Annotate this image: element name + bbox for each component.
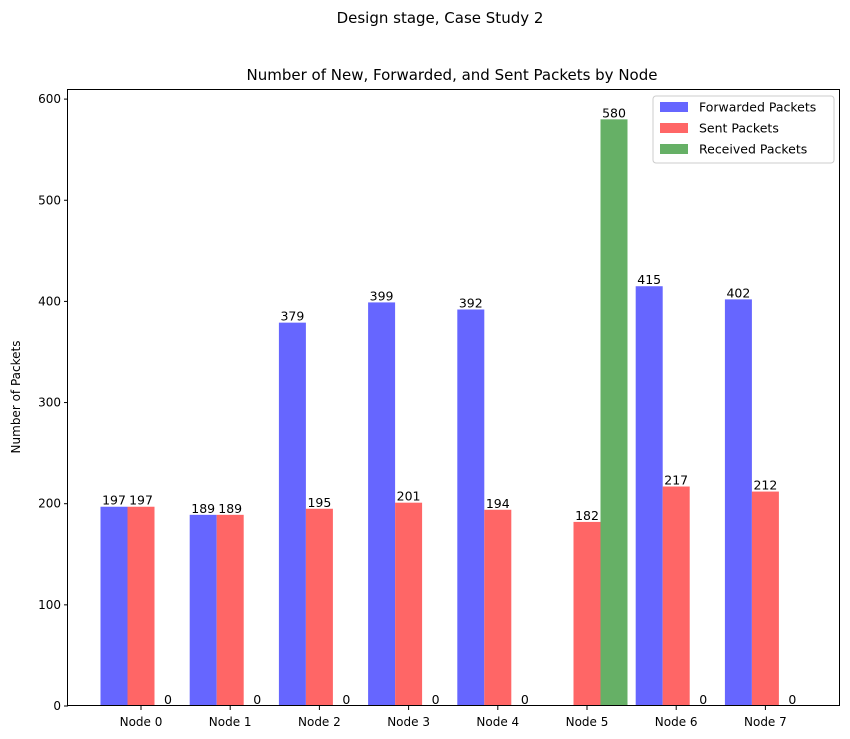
bar-forwarded-packets-node-7 [724, 299, 752, 706]
bar-forwarded-packets-node-4 [457, 309, 485, 706]
bar-value-label: 201 [397, 489, 421, 504]
x-tick-label: Node 0 [120, 715, 163, 729]
bar-value-label: 0 [432, 692, 440, 707]
bar-value-label: 415 [637, 272, 661, 287]
bar-forwarded-packets-node-3 [368, 302, 396, 706]
legend-swatch [660, 123, 688, 133]
bar-value-label: 212 [753, 478, 777, 493]
legend: Forwarded Packets Sent Packets Received Pa… [652, 95, 835, 164]
y-tick-label: 300 [38, 396, 61, 410]
legend-swatch [660, 144, 688, 154]
legend-label: Sent Packets [699, 121, 779, 136]
x-axis: Node 0 Node 1 Node 2 Node 3 Node 4 Node 5 Node… [120, 706, 787, 729]
bar-value-label: 399 [370, 288, 394, 303]
y-tick-label: 100 [38, 598, 61, 612]
y-tick-label: 200 [38, 497, 61, 511]
bar-received-packets-node-5 [600, 119, 628, 707]
bar-sent-packets-node-5 [573, 521, 601, 706]
x-tick-label: Node 6 [655, 715, 698, 729]
bar-sent-packets-node-0 [127, 506, 155, 706]
y-tick-label: 600 [38, 92, 61, 106]
bar-sent-packets-node-1 [216, 514, 244, 706]
bars-group [100, 119, 779, 707]
bar-value-label: 189 [218, 501, 242, 516]
bar-value-label: 182 [575, 508, 599, 523]
bar-labels-group: 197 197 0 189 189 0 379 195 0 399 201 0 392 194 0 182 58… [102, 105, 796, 707]
x-tick-label: Node 3 [387, 715, 430, 729]
bar-value-label: 0 [164, 692, 172, 707]
bar-forwarded-packets-node-0 [100, 506, 128, 706]
chart-title: Number of New, Forwarded, and Sent Packe… [247, 66, 658, 84]
y-tick-label: 0 [53, 699, 61, 713]
bar-value-label: 379 [280, 309, 304, 324]
y-tick-label: 500 [38, 193, 61, 207]
bar-value-label: 189 [191, 501, 215, 516]
bar-forwarded-packets-node-6 [635, 286, 663, 706]
bar-sent-packets-node-6 [662, 486, 690, 706]
bar-value-label: 194 [486, 496, 510, 511]
y-axis: 0 100 200 300 400 500 600 [38, 92, 68, 713]
bar-value-label: 0 [788, 692, 796, 707]
legend-label: Received Packets [699, 142, 807, 157]
bar-value-label: 0 [342, 692, 350, 707]
bar-value-label: 402 [726, 285, 750, 300]
bar-value-label: 195 [307, 495, 331, 510]
legend-swatch [660, 102, 688, 112]
bar-value-label: 392 [459, 295, 483, 310]
bar-value-label: 0 [253, 692, 261, 707]
chart-suptitle: Design stage, Case Study 2 [337, 9, 544, 27]
x-tick-label: Node 4 [476, 715, 519, 729]
bar-value-label: 197 [129, 493, 153, 508]
legend-label: Forwarded Packets [699, 100, 816, 115]
x-tick-label: Node 1 [209, 715, 252, 729]
bar-value-label: 0 [699, 692, 707, 707]
x-tick-label: Node 5 [566, 715, 609, 729]
y-axis-label: Number of Packets [9, 341, 23, 454]
bar-sent-packets-node-2 [305, 508, 333, 706]
bar-forwarded-packets-node-1 [189, 514, 217, 706]
bar-sent-packets-node-3 [395, 502, 423, 706]
bar-sent-packets-node-4 [484, 509, 512, 706]
bar-sent-packets-node-7 [751, 491, 779, 706]
legend-box [652, 95, 835, 164]
bar-value-label: 197 [102, 493, 126, 508]
bar-value-label: 0 [521, 692, 529, 707]
x-tick-label: Node 2 [298, 715, 341, 729]
bar-forwarded-packets-node-2 [278, 322, 306, 706]
bar-value-label: 580 [602, 105, 626, 120]
x-tick-label: Node 7 [744, 715, 787, 729]
bar-value-label: 217 [664, 473, 688, 488]
plot-frame [67, 89, 840, 706]
y-tick-label: 400 [38, 294, 61, 308]
